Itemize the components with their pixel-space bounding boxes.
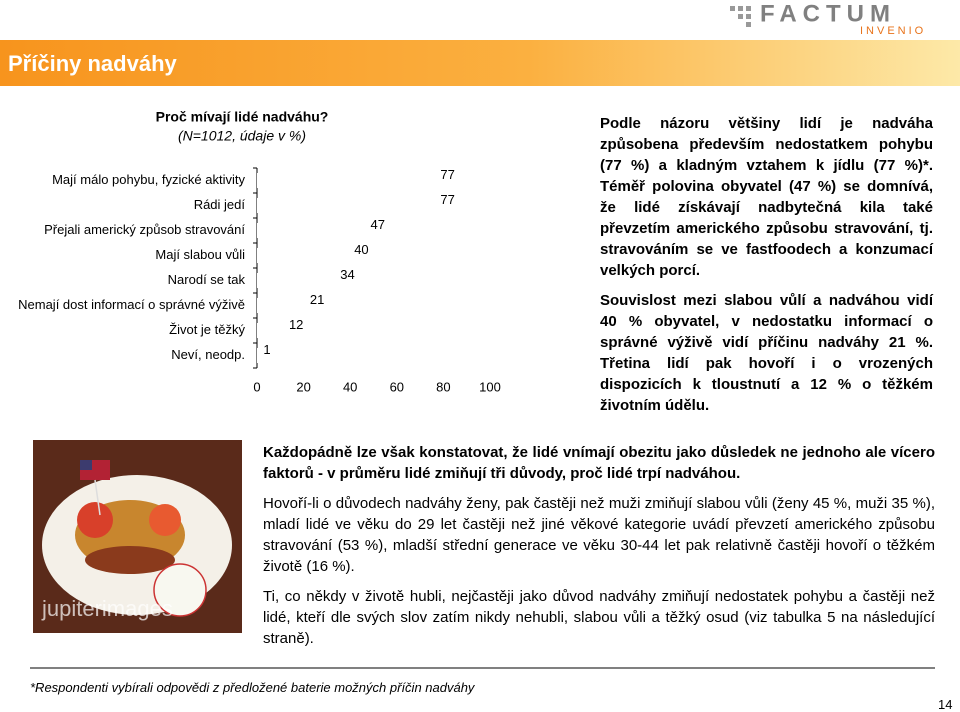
footnote: *Respondenti vybírali odpovědi z předlož… xyxy=(30,680,475,695)
bar xyxy=(257,348,260,363)
chart-subtitle: (N=1012, údaje v %) xyxy=(178,128,306,144)
category-label: Neví, neodp. xyxy=(171,347,245,362)
category-label: Narodí se tak xyxy=(168,272,246,287)
value-label: 1 xyxy=(263,342,270,357)
logo: FACTUM INVENIO xyxy=(730,0,926,37)
value-label: 47 xyxy=(371,217,385,232)
header-bar: Příčiny nadváhy xyxy=(0,40,960,86)
x-tick-label: 80 xyxy=(436,379,450,394)
photo: jupiterimages xyxy=(33,440,242,633)
logo-text: FACTUM xyxy=(760,0,896,27)
chart: 0 20 40 60 80 100 Mají málo pohybu, fyzické ak… xyxy=(18,167,501,395)
value-label: 77 xyxy=(440,167,454,182)
bar xyxy=(257,223,367,238)
category-label: Mají málo pohybu, fyzické aktivity xyxy=(52,172,245,187)
watermark: jupiterimages xyxy=(41,596,173,621)
paragraph: Hovoří-li o důvodech nadváhy ženy, pak č… xyxy=(263,495,935,575)
category-label: Přejali americký způsob stravování xyxy=(44,222,245,237)
bar xyxy=(257,248,351,263)
page-title: Příčiny nadváhy xyxy=(8,51,177,76)
lead-paragraph: Každopádně lze však konstatovat, že lidé… xyxy=(263,444,935,482)
paragraph: Podle názoru většiny lidí je nadváha způ… xyxy=(600,115,933,279)
x-tick-label: 60 xyxy=(390,379,404,394)
category-label: Rádi jedí xyxy=(194,197,246,212)
paragraph: Souvislost mezi slabou vůlí a nadváhou v… xyxy=(600,292,933,414)
bar xyxy=(257,273,337,288)
value-label: 77 xyxy=(440,192,454,207)
value-label: 21 xyxy=(310,292,324,307)
x-tick-label: 0 xyxy=(253,379,260,394)
page-number: 14 xyxy=(938,697,953,712)
bar xyxy=(257,173,437,188)
logo-subtext: INVENIO xyxy=(860,25,926,37)
side-text: Podle názoru většiny lidí je nadváha způ… xyxy=(600,113,933,425)
body-text: Každopádně lze však konstatovat, že lidé… xyxy=(263,442,935,658)
category-label: Nemají dost informací o správné výživě xyxy=(18,297,245,312)
x-tick-label: 20 xyxy=(296,379,310,394)
bar xyxy=(257,323,285,338)
value-label: 34 xyxy=(340,267,354,282)
category-label: Mají slabou vůli xyxy=(155,247,245,262)
paragraph: Ti, co někdy v životě hubli, nejčastěji … xyxy=(263,588,935,647)
category-label: Život je těžký xyxy=(169,322,245,337)
x-tick-label: 40 xyxy=(343,379,357,394)
bar xyxy=(257,198,437,213)
value-label: 40 xyxy=(354,242,368,257)
value-label: 12 xyxy=(289,317,303,332)
chart-title: Proč mívají lidé nadváhu? xyxy=(156,109,329,125)
bar xyxy=(257,298,306,313)
x-tick-label: 100 xyxy=(479,379,501,394)
